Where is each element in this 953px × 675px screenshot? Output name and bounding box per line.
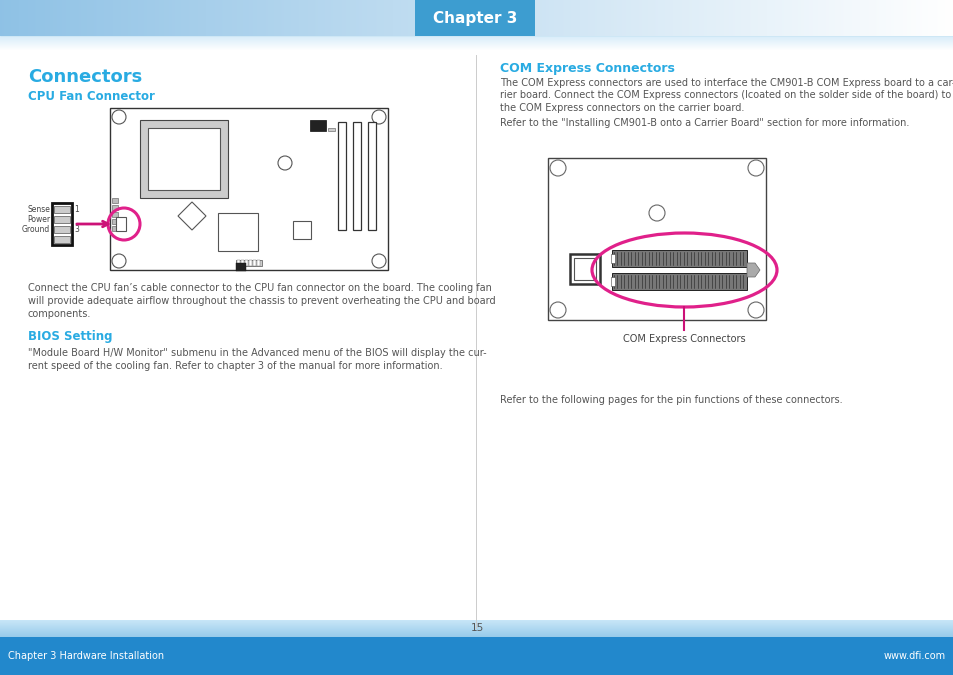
Bar xyxy=(235,260,262,266)
Bar xyxy=(249,260,252,266)
Bar xyxy=(610,277,615,286)
Bar xyxy=(112,205,118,210)
Bar xyxy=(569,254,599,284)
FancyArrow shape xyxy=(746,263,760,277)
Circle shape xyxy=(747,160,763,176)
Bar xyxy=(245,260,248,266)
Text: Sense: Sense xyxy=(27,205,50,213)
Circle shape xyxy=(372,254,386,268)
Bar xyxy=(612,250,746,267)
Bar xyxy=(574,258,596,280)
Circle shape xyxy=(112,254,126,268)
Bar xyxy=(54,236,70,243)
Bar xyxy=(610,254,615,263)
Text: rier board. Connect the COM Express connectors (lcoated on the solder side of th: rier board. Connect the COM Express conn… xyxy=(499,90,950,101)
Bar xyxy=(110,108,388,270)
Text: COM Express Connectors: COM Express Connectors xyxy=(622,334,745,344)
Bar xyxy=(235,263,246,271)
Polygon shape xyxy=(178,202,206,230)
Bar xyxy=(54,226,70,233)
Bar xyxy=(368,122,375,230)
Text: Power: Power xyxy=(27,215,50,223)
Text: Chapter 3 Hardware Installation: Chapter 3 Hardware Installation xyxy=(8,651,164,661)
Text: 1: 1 xyxy=(74,205,79,213)
Bar xyxy=(52,203,71,245)
Circle shape xyxy=(550,302,565,318)
Circle shape xyxy=(112,110,126,124)
Text: Refer to the following pages for the pin functions of these connectors.: Refer to the following pages for the pin… xyxy=(499,395,841,405)
Bar xyxy=(140,120,228,198)
Bar xyxy=(112,226,118,231)
Bar xyxy=(236,260,240,266)
Text: Connect the CPU fan’s cable connector to the CPU fan connector on the board. The: Connect the CPU fan’s cable connector to… xyxy=(28,283,492,293)
Bar xyxy=(337,128,345,131)
Text: Refer to the "Installing CM901-B onto a Carrier Board" section for more informat: Refer to the "Installing CM901-B onto a … xyxy=(499,118,908,128)
Bar xyxy=(54,206,70,213)
Text: Ground: Ground xyxy=(22,225,50,234)
Bar xyxy=(112,219,118,224)
Circle shape xyxy=(372,110,386,124)
Bar xyxy=(293,221,311,239)
Circle shape xyxy=(277,156,292,170)
Text: 3: 3 xyxy=(74,225,79,234)
Text: rent speed of the cooling fan. Refer to chapter 3 of the manual for more informa: rent speed of the cooling fan. Refer to … xyxy=(28,361,442,371)
Circle shape xyxy=(550,160,565,176)
Text: Chapter 3: Chapter 3 xyxy=(433,11,517,26)
Bar xyxy=(547,158,765,320)
Text: CPU Fan Connector: CPU Fan Connector xyxy=(28,90,154,103)
Bar xyxy=(612,273,746,290)
Text: COM Express Connectors: COM Express Connectors xyxy=(499,62,674,75)
Text: The COM Express connectors are used to interface the CM901-B COM Express board t: The COM Express connectors are used to i… xyxy=(499,78,953,88)
Bar xyxy=(415,0,535,36)
Bar xyxy=(353,122,360,230)
Bar xyxy=(241,260,244,266)
Bar xyxy=(0,637,953,675)
Text: components.: components. xyxy=(28,309,91,319)
Text: the COM Express connectors on the carrier board.: the COM Express connectors on the carrie… xyxy=(499,103,743,113)
Bar xyxy=(0,50,953,637)
Bar xyxy=(256,260,260,266)
Circle shape xyxy=(648,205,664,221)
Bar xyxy=(328,128,335,131)
Bar xyxy=(218,213,257,251)
Text: "Module Board H/W Monitor" submenu in the Advanced menu of the BIOS will display: "Module Board H/W Monitor" submenu in th… xyxy=(28,348,486,358)
Bar xyxy=(112,212,118,217)
Bar xyxy=(54,216,70,223)
Bar xyxy=(116,217,126,231)
Text: 15: 15 xyxy=(470,623,483,633)
Text: BIOS Setting: BIOS Setting xyxy=(28,330,112,343)
Bar xyxy=(253,260,255,266)
Circle shape xyxy=(747,302,763,318)
Text: Connectors: Connectors xyxy=(28,68,142,86)
Bar xyxy=(310,120,326,131)
Bar xyxy=(148,128,220,190)
Text: www.dfi.com: www.dfi.com xyxy=(882,651,945,661)
Bar xyxy=(112,198,118,203)
Text: will provide adequate airflow throughout the chassis to prevent overheating the : will provide adequate airflow throughout… xyxy=(28,296,496,306)
Bar xyxy=(337,122,346,230)
